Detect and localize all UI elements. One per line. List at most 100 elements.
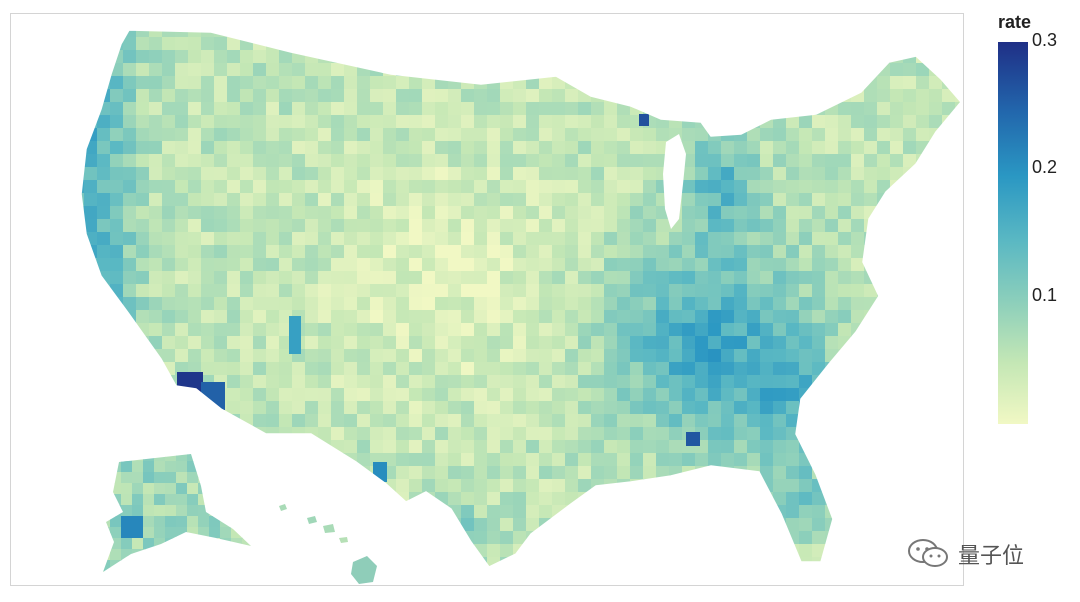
county-cell [500,349,514,363]
county-cell [97,193,111,207]
county-cell [84,154,98,168]
county-cell [617,30,631,38]
county-cell [422,30,436,38]
county-cell [565,271,579,285]
county-cell [825,544,839,558]
county-cell [500,232,514,246]
county-cell [305,375,319,389]
county-cell [123,50,137,64]
county-cell [409,557,423,567]
county-cell [305,115,319,129]
county-cell [630,505,644,519]
county-cell [903,518,917,532]
county-cell [630,440,644,454]
county-cell [136,284,150,298]
county-cell [929,206,943,220]
county-cell [565,570,579,584]
county-cell [487,193,501,207]
county-cell [136,154,150,168]
county-cell [773,349,787,363]
county-cell [357,375,371,389]
county-cell [97,180,111,194]
county-cell [162,258,176,272]
county-cell [604,453,618,467]
county-cell [448,401,462,415]
county-cell [656,531,670,545]
county-cell [279,167,293,181]
county-cell [669,336,683,350]
county-cell [916,128,930,142]
county-cell [799,258,813,272]
county-cell [110,141,124,155]
county-cell [578,570,592,584]
county-cell [396,310,410,324]
county-cell [331,102,345,116]
county-cell [448,297,462,311]
county-cell [916,102,930,116]
county-cell [292,362,306,376]
county-cell [851,258,865,272]
county-cell [877,440,891,454]
county-cell [187,472,199,484]
county-cell [877,323,891,337]
county-cell [110,206,124,220]
county-cell [903,115,917,129]
county-cell [695,206,709,220]
county-cell [422,50,436,64]
county-cell [747,232,761,246]
county-cell [331,141,345,155]
county-cell [903,180,917,194]
county-cell [110,336,124,350]
county-cell [176,538,188,550]
county-cell [669,570,683,584]
county-cell [201,193,215,207]
county-cell [240,271,254,285]
county-cell [513,297,527,311]
county-cell [253,570,267,584]
county-cell [552,544,566,558]
county-cell [110,349,124,363]
county-cell [253,245,267,259]
county-cell [656,310,670,324]
county-cell [669,323,683,337]
county-cell [864,141,878,155]
county-cell [214,167,228,181]
county-cell [513,440,527,454]
county-cell [786,466,800,480]
county-cell [604,505,618,519]
county-cell [669,310,683,324]
county-cell [175,336,189,350]
county-cell [331,479,345,493]
county-cell [552,102,566,116]
county-cell [747,518,761,532]
county-cell [929,388,943,402]
county-cell [630,453,644,467]
county-cell [890,102,904,116]
county-cell [630,180,644,194]
county-cell [188,89,202,103]
county-cell [201,414,215,428]
county-cell [604,115,618,129]
county-cell [513,492,527,506]
county-cell [123,570,137,584]
county-cell [188,544,202,558]
county-cell [123,206,137,220]
county-cell [103,516,111,528]
county-cell [370,544,384,558]
county-cell [305,349,319,363]
county-cell [942,180,956,194]
county-cell [305,63,319,77]
county-cell [143,527,155,539]
county-cell [357,245,371,259]
county-cell [81,362,85,376]
county-cell [760,219,774,233]
county-cell [242,494,251,506]
county-cell [552,63,566,77]
county-cell [864,414,878,428]
county-cell [864,115,878,129]
county-cell [81,193,85,207]
county-cell [435,141,449,155]
county-cell [81,440,85,454]
county-cell [656,89,670,103]
county-cell [357,544,371,558]
